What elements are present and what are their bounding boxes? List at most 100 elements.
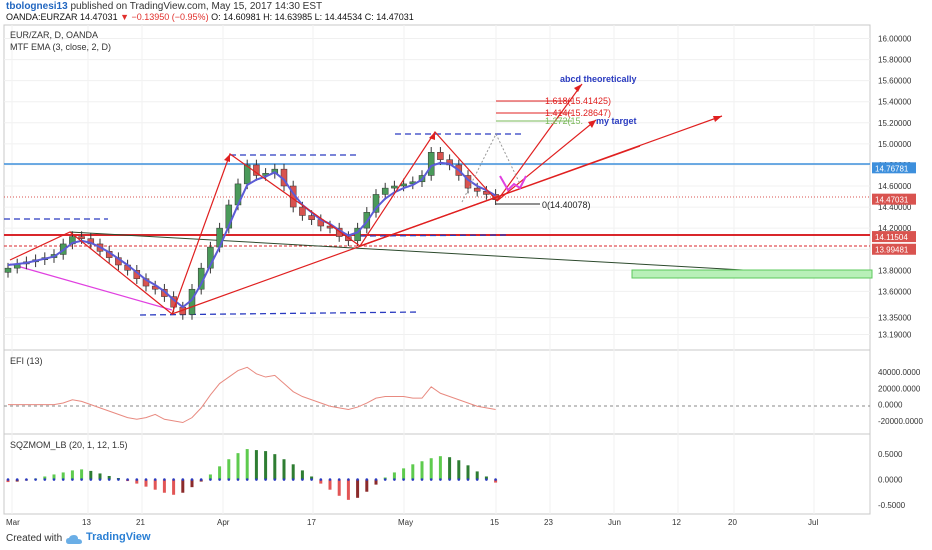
efi-tick-3: -20000.0000 <box>878 417 923 426</box>
author-link[interactable]: tbolognesi13 <box>6 1 68 12</box>
price-tag-3 <box>872 243 916 255</box>
target-zone[interactable] <box>631 269 873 279</box>
sqz-dot-46 <box>429 478 433 481</box>
sqz-bar-7 <box>70 470 74 480</box>
dashed-level-5[interactable] <box>359 234 509 237</box>
sqz-bar-43 <box>402 468 406 480</box>
sqz-dot-50 <box>466 478 470 481</box>
time-tick-10: 20 <box>728 518 737 527</box>
sqz-dot-20 <box>190 478 194 481</box>
sqz-dot-9 <box>89 478 93 481</box>
sqz-dot-19 <box>181 478 185 481</box>
sqz-dot-36 <box>337 478 341 481</box>
sqz-dot-37 <box>347 478 350 481</box>
sqz-bar-20 <box>190 479 194 488</box>
sqz-bar-35 <box>328 479 332 490</box>
sqz-dot-16 <box>153 478 157 481</box>
sqz-dot-5 <box>52 478 56 481</box>
efi-tick-0: 40000.0000 <box>878 368 921 377</box>
time-tick-7: 23 <box>544 518 553 527</box>
target-label: my target <box>596 116 637 126</box>
price-tag-label-1: 14.47031 <box>875 196 909 205</box>
sqz-tick-1: 0.0000 <box>878 476 903 485</box>
sqz-bar-37 <box>346 479 350 500</box>
sqz-dot-23 <box>218 478 221 481</box>
price-tick-12: 13.60000 <box>878 287 912 296</box>
candle-47 <box>437 152 444 160</box>
tradingview-logo-text[interactable]: TradingView <box>86 531 151 543</box>
grid-lines <box>4 25 870 514</box>
sqz-bar-33 <box>310 476 314 480</box>
sqz-axis: 0.5000 0.0000 -0.5000 <box>878 450 906 510</box>
sqz-bar-24 <box>227 459 231 480</box>
trend-line-magenta[interactable] <box>9 263 173 311</box>
sqz-bar-17 <box>162 479 166 493</box>
trend-line-dark[interactable] <box>69 231 816 275</box>
time-tick-4: 17 <box>307 518 316 527</box>
candle-38 <box>354 227 361 242</box>
candle-32 <box>299 206 306 216</box>
sqz-dot-15 <box>144 478 148 481</box>
ohlc-values: O: 14.60981 H: 14.63985 L: 14.44534 C: 1… <box>211 12 414 22</box>
sqz-bar-45 <box>420 461 424 480</box>
sqz-bar-34 <box>319 479 323 484</box>
time-tick-11: Jul <box>808 518 818 527</box>
footer: Created with TradingView <box>0 528 932 550</box>
sqz-dot-35 <box>328 478 332 481</box>
sqz-dot-12 <box>117 478 120 481</box>
efi-line <box>8 366 496 424</box>
price-tag-1 <box>872 193 916 205</box>
sqz-bar-4 <box>43 476 47 480</box>
price-tick-0: 16.00000 <box>878 35 912 44</box>
sqz-bar-27 <box>254 450 258 480</box>
abcd-label: abcd theoretically <box>560 74 637 84</box>
candle-46 <box>427 152 435 176</box>
sqz-bar-32 <box>300 470 304 480</box>
sqz-dot-30 <box>282 478 286 481</box>
sqz-bar-25 <box>236 453 240 480</box>
sqz-bar-36 <box>337 479 341 496</box>
sqz-dot-32 <box>301 478 304 481</box>
price-tag-label-0: 14.76781 <box>875 164 909 173</box>
dashed-level-4[interactable] <box>139 311 421 316</box>
time-tick-2: 21 <box>136 518 145 527</box>
sqz-dot-44 <box>411 478 415 481</box>
sqz-bar-42 <box>392 472 396 480</box>
sqz-dot-53 <box>494 478 497 481</box>
sqz-bar-26 <box>245 449 249 480</box>
pattern-magenta[interactable] <box>499 175 527 192</box>
change-value: ▼ −0.13950 (−0.95%) <box>120 12 209 22</box>
fib-1618-label: 1.618(15.41425) <box>545 96 611 106</box>
sqz-dot-48 <box>448 478 451 481</box>
sqz-bar-16 <box>153 479 157 490</box>
sqz-dot-47 <box>439 478 442 481</box>
sqz-dot-51 <box>475 478 479 481</box>
sqz-dot-52 <box>485 478 488 481</box>
sqz-bar-11 <box>107 475 111 480</box>
published-text: published on TradingView.com, May 15, 20… <box>70 1 323 12</box>
fib-1414-label: 1.414(15.28647) <box>545 108 611 118</box>
sqz-bar-50 <box>466 465 470 480</box>
price-tick-14: 13.19000 <box>878 331 912 340</box>
sqz-dot-39 <box>365 478 369 481</box>
sqz-dot-0 <box>6 478 10 481</box>
efi-tick-2: 0.0000 <box>878 401 903 410</box>
price-chart[interactable]: 16.00000 15.80000 15.60000 15.40000 15.20000… <box>0 24 932 528</box>
time-tick-9: 12 <box>672 518 681 527</box>
sqz-dot-1 <box>15 478 19 481</box>
candle-40 <box>372 194 380 213</box>
sqz-dot-45 <box>420 478 424 481</box>
sqz-dot-26 <box>245 478 249 481</box>
sqz-dot-22 <box>209 478 212 481</box>
time-axis: Mar 13 21 Apr 17 May 15 23 Jun 12 20 Jul <box>6 518 818 527</box>
price-tick-7: 14.60000 <box>878 182 912 191</box>
price-tick-11: 13.80000 <box>878 266 912 275</box>
time-tick-5: May <box>398 518 413 527</box>
time-tick-1: 13 <box>82 518 91 527</box>
sqz-dot-49 <box>457 478 461 481</box>
sqz-tick-0: 0.5000 <box>878 450 903 459</box>
sqz-bar-15 <box>144 479 148 487</box>
price-axis: 16.00000 15.80000 15.60000 15.40000 15.20000… <box>878 35 912 340</box>
sqz-dot-27 <box>255 478 258 481</box>
sqz-dot-8 <box>80 478 83 481</box>
